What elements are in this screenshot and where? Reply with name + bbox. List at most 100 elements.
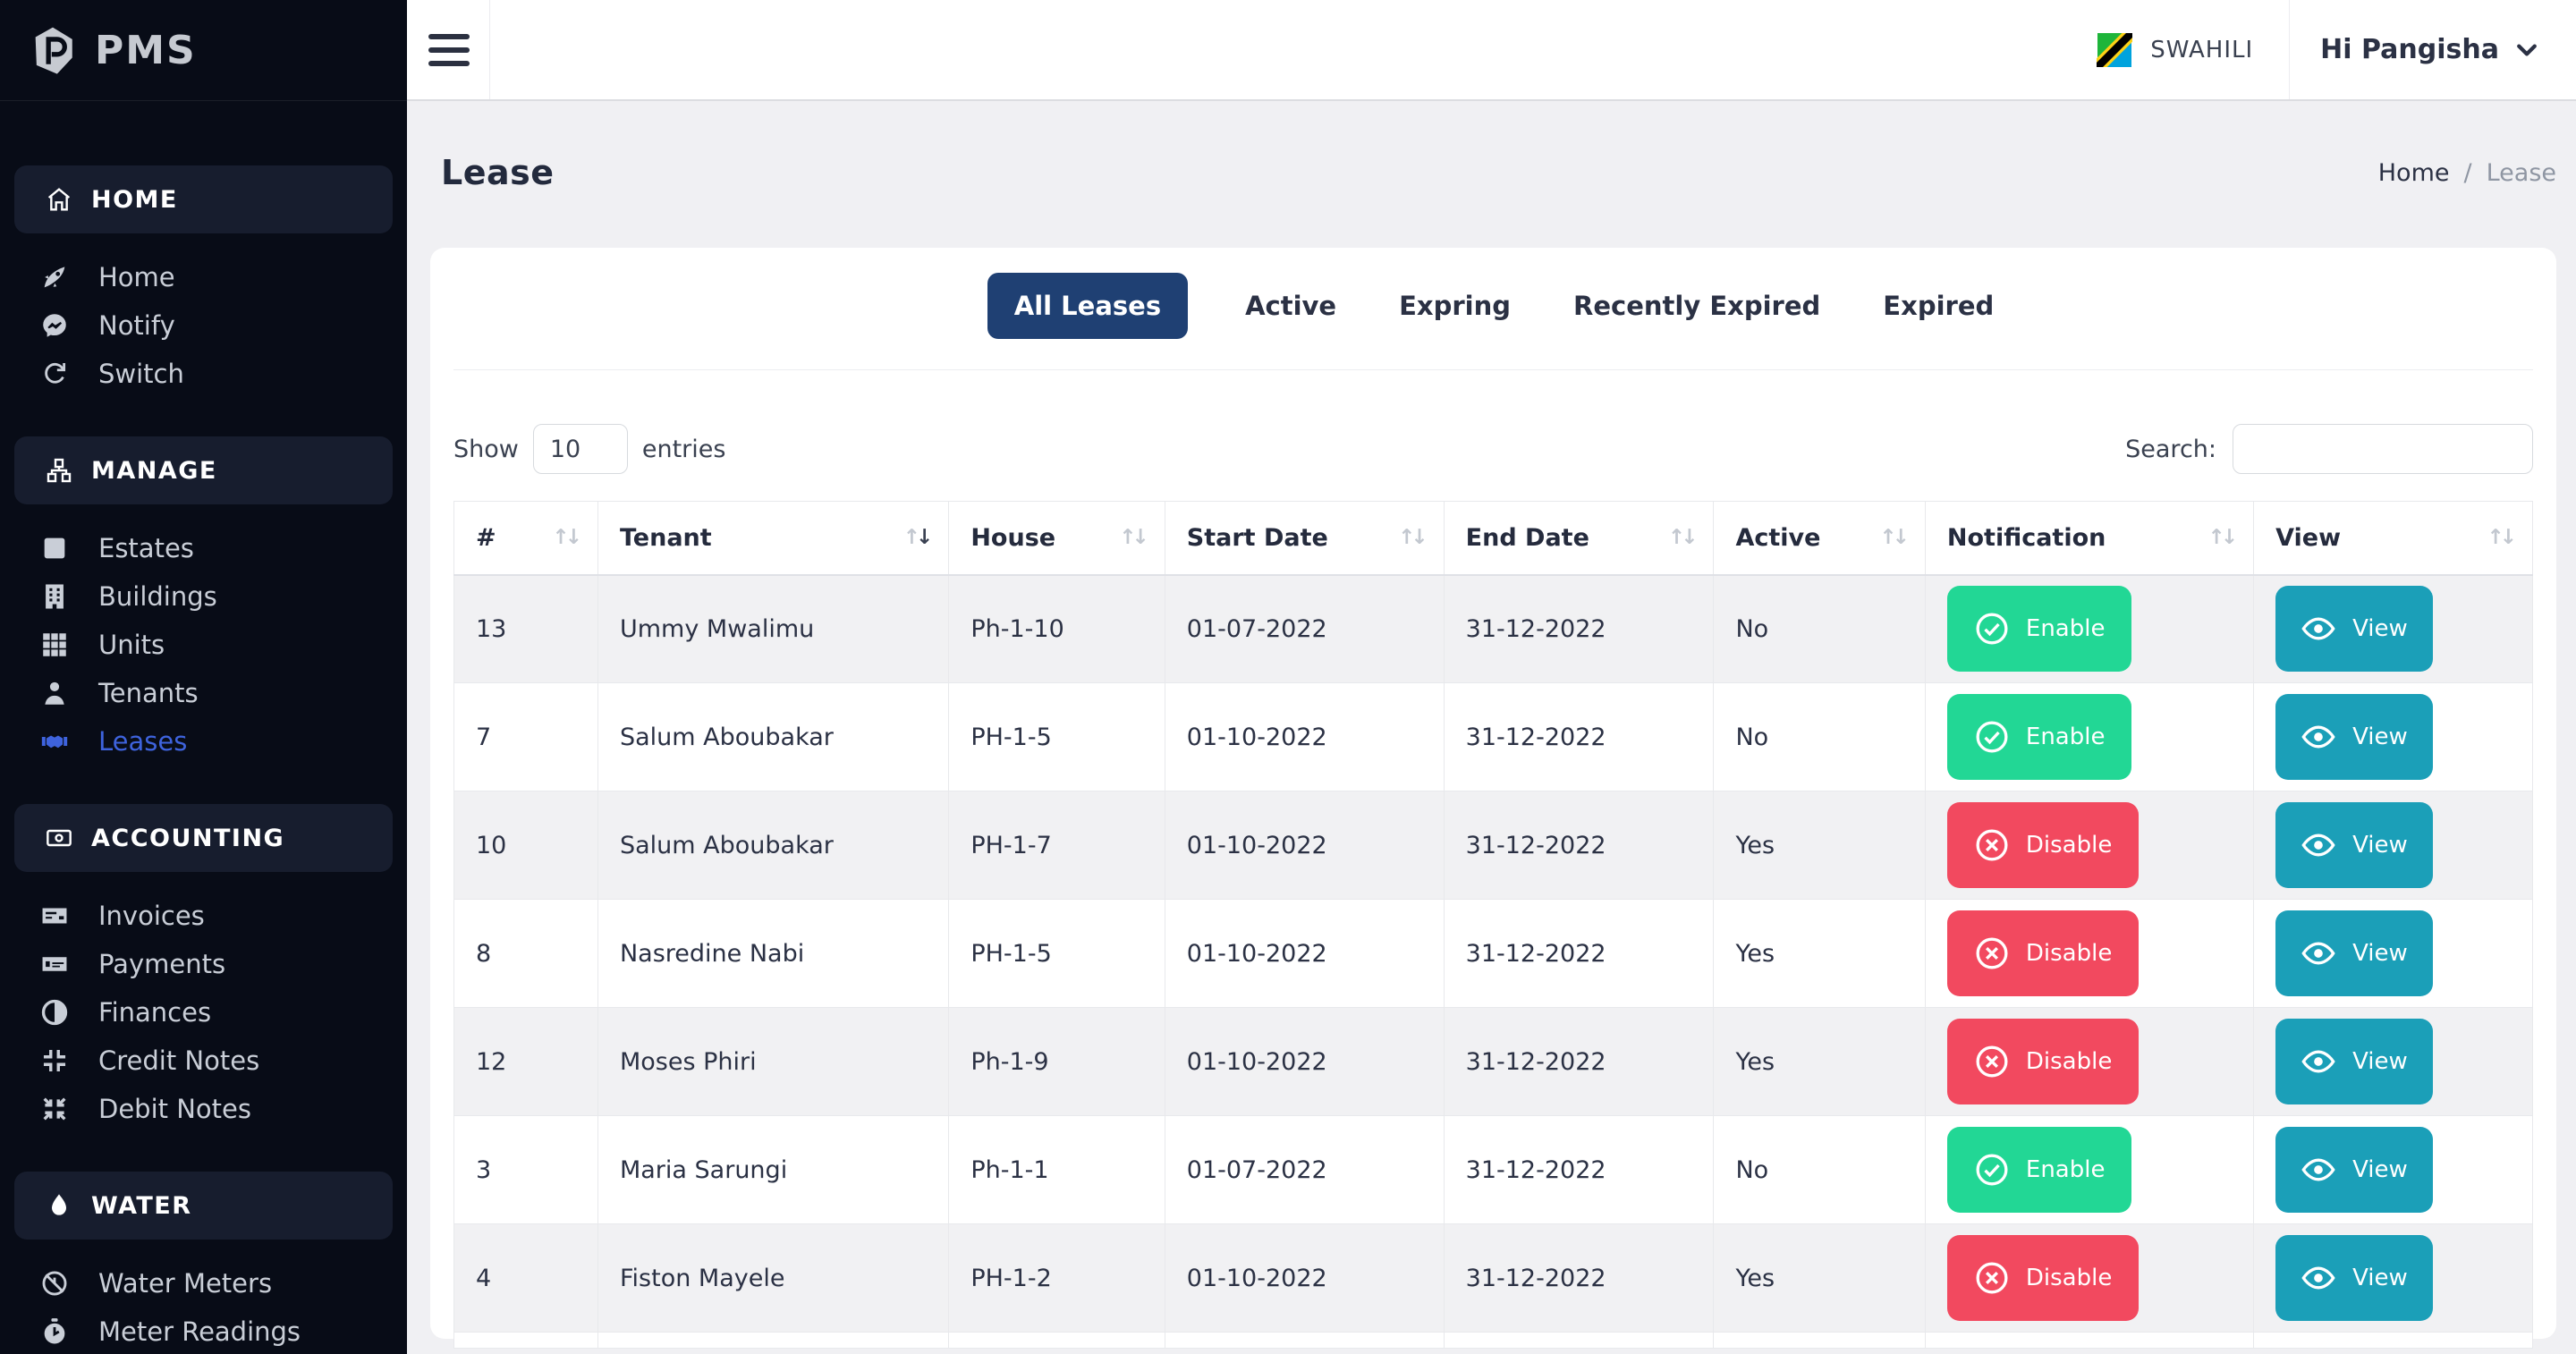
drop-icon [45, 1191, 73, 1220]
enable-button[interactable]: Enable [1947, 1127, 2132, 1213]
sidebar-item-tenants[interactable]: Tenants [0, 669, 407, 717]
disable-button[interactable]: Disable [1947, 910, 2139, 996]
sidebar-item-switch[interactable]: Switch [0, 350, 407, 398]
sort-icon[interactable]: ↑↓ [1879, 526, 1912, 549]
view-button[interactable]: View [2275, 586, 2433, 672]
meter-icon [39, 1268, 70, 1299]
tab-active[interactable]: Active [1240, 273, 1342, 339]
cell-view: View [2254, 1224, 2533, 1333]
column-header-house[interactable]: House ↑↓ [949, 502, 1165, 575]
view-button[interactable]: View [2275, 1019, 2433, 1104]
search-input[interactable] [2233, 424, 2533, 474]
sidebar-item-label: Leases [98, 726, 187, 757]
sort-icon[interactable]: ↑↓ [1119, 526, 1152, 549]
sidebar-section-label: HOME [91, 186, 178, 214]
column-header-end-date[interactable]: End Date↑↓ [1444, 502, 1714, 575]
view-button[interactable]: View [2275, 802, 2433, 888]
tab-expired[interactable]: Expired [1877, 273, 1999, 339]
sort-icon[interactable]: ↑↓ [2208, 526, 2241, 549]
eye-icon [2301, 1152, 2336, 1188]
column-header-tenant[interactable]: Tenant↑↓ [597, 502, 948, 575]
sidebar-item-leases[interactable]: Leases [0, 717, 407, 766]
sort-icon[interactable]: ↑↓ [2487, 526, 2520, 549]
view-button[interactable]: View [2275, 1127, 2433, 1213]
view-button-label: View [2352, 615, 2408, 642]
cell-active: No [1714, 1116, 1925, 1224]
breadcrumb-home-link[interactable]: Home [2378, 159, 2450, 187]
column-label: House [970, 524, 1055, 552]
building-icon [39, 581, 70, 612]
disable-button[interactable]: Disable [1947, 802, 2139, 888]
sidebar-section-label: ACCOUNTING [91, 825, 284, 852]
page-content: Lease Home / Lease All LeasesActiveExpri… [407, 101, 2576, 1354]
half-circle-icon [39, 997, 70, 1028]
disable-button-label: Disable [2026, 1265, 2112, 1291]
lease-table-wrap: #↑↓Tenant↑↓House↑↓Start Date↑↓End Date↑↓… [453, 501, 2533, 1349]
cell-house: PH-1-7 [949, 791, 1165, 900]
sidebar-item-home[interactable]: Home [0, 253, 407, 301]
user-greeting: Hi Pangisha [2320, 34, 2499, 65]
cell-view: View [2254, 900, 2533, 1008]
column-header-notification[interactable]: Notification↑↓ [1925, 502, 2253, 575]
topbar: SWAHILI Hi Pangisha [407, 0, 2576, 101]
sidebar-item-finances[interactable]: Finances [0, 988, 407, 1037]
sidebar-item-meter-readings[interactable]: Meter Readings [0, 1307, 407, 1354]
sidebar-item-invoices[interactable]: Invoices [0, 892, 407, 940]
sidebar-item-estates[interactable]: Estates [0, 524, 407, 572]
tab-all-leases[interactable]: All Leases [987, 273, 1188, 339]
sidebar-item-payments[interactable]: Payments [0, 940, 407, 988]
sidebar-section-manage[interactable]: MANAGE [14, 436, 393, 504]
sort-icon[interactable]: ↑↓ [552, 526, 585, 549]
cell-start-date: 01-10-2022 [1165, 1224, 1444, 1333]
sidebar-item-buildings[interactable]: Buildings [0, 572, 407, 621]
sidebar-item-credit-notes[interactable]: Credit Notes [0, 1037, 407, 1085]
brand-logo[interactable]: PMS [0, 0, 407, 101]
sort-icon[interactable]: ↑↓ [903, 526, 936, 549]
sort-icon[interactable]: ↑↓ [1668, 526, 1701, 549]
cell-active: Yes [1714, 1008, 1925, 1116]
view-button[interactable]: View [2275, 910, 2433, 996]
money-check-icon [39, 949, 70, 979]
tabs-divider [453, 369, 2533, 370]
sidebar-section-home[interactable]: HOME [14, 165, 393, 233]
user-menu[interactable]: Hi Pangisha [2320, 34, 2540, 65]
x-circle-icon [1974, 1044, 2010, 1079]
tab-expring[interactable]: Expring [1394, 273, 1516, 339]
page-title: Lease [441, 153, 555, 192]
sidebar-item-units[interactable]: Units [0, 621, 407, 669]
pms-logo-icon [27, 24, 79, 76]
sidebar-item-label: Estates [98, 533, 194, 563]
x-circle-icon [1974, 827, 2010, 863]
main-area: SWAHILI Hi Pangisha Lease Home / Lease A… [407, 0, 2576, 1354]
sidebar-item-debit-notes[interactable]: Debit Notes [0, 1085, 407, 1133]
sidebar-section-accounting[interactable]: ACCOUNTING [14, 804, 393, 872]
cell-start-date: 01-10-2022 [1165, 683, 1444, 791]
enable-button[interactable]: Enable [1947, 694, 2132, 780]
table-row: 7Salum AboubakarPH-1-501-10-202231-12-20… [454, 683, 2533, 791]
sidebar-item-water-meters[interactable]: Water Meters [0, 1259, 407, 1307]
cell-end-date: 31-12-2022 [1444, 1224, 1714, 1333]
column-header-start-date[interactable]: Start Date↑↓ [1165, 502, 1444, 575]
column-header--[interactable]: #↑↓ [454, 502, 598, 575]
breadcrumb-separator: / [2463, 159, 2471, 187]
cell-id: 12 [454, 1008, 598, 1116]
sort-icon[interactable]: ↑↓ [1398, 526, 1431, 549]
disable-button[interactable]: Disable [1947, 1235, 2139, 1321]
compress-arrows-icon [39, 1094, 70, 1124]
sidebar-section-water[interactable]: WATER [14, 1172, 393, 1240]
sidebar-item-label: Home [98, 262, 175, 292]
cell-id: 7 [454, 683, 598, 791]
column-header-active[interactable]: Active↑↓ [1714, 502, 1925, 575]
house-icon [45, 185, 73, 214]
view-button[interactable]: View [2275, 1235, 2433, 1321]
sidebar-item-notify[interactable]: Notify [0, 301, 407, 350]
entries-count-input[interactable] [533, 424, 628, 474]
enable-button[interactable]: Enable [1947, 586, 2132, 672]
tab-recently-expired[interactable]: Recently Expired [1568, 273, 1826, 339]
view-button[interactable]: View [2275, 694, 2433, 780]
column-header-view[interactable]: View↑↓ [2254, 502, 2533, 575]
cell-notification: Enable [1925, 1116, 2253, 1224]
disable-button[interactable]: Disable [1947, 1019, 2139, 1104]
language-switcher[interactable]: SWAHILI [2097, 33, 2253, 67]
hamburger-menu-icon[interactable] [428, 34, 470, 66]
